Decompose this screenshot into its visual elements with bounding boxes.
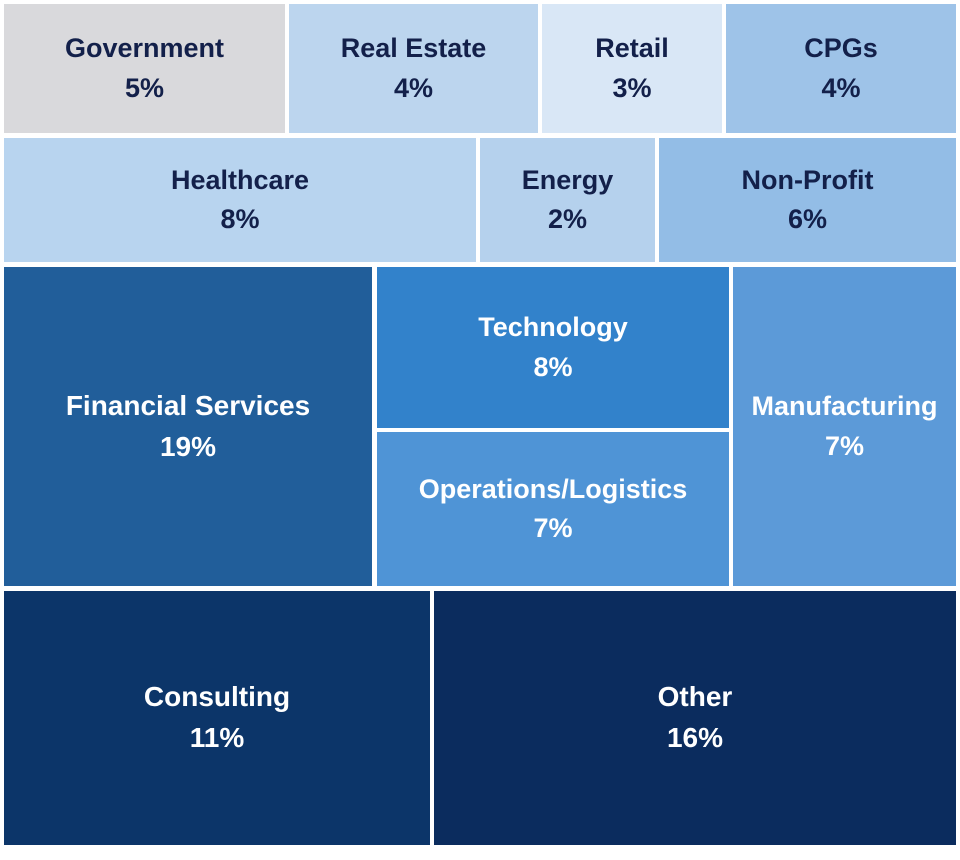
treemap-tile-financial-services: Financial Services 19% — [4, 267, 372, 586]
tile-label: Government — [64, 33, 225, 64]
treemap-tile-non-profit: Non-Profit 6% — [659, 138, 956, 262]
treemap-tile-other: Other 16% — [434, 591, 956, 845]
tile-label: CPGs — [804, 33, 878, 64]
tile-label: Operations/Logistics — [418, 473, 688, 504]
tile-value: 7% — [533, 513, 573, 543]
treemap-tile-government: Government 5% — [4, 4, 285, 133]
tile-label: Other — [657, 681, 733, 713]
tile-value: 4% — [393, 72, 434, 103]
tile-label: Technology — [478, 312, 628, 343]
treemap-tile-technology: Technology 8% — [377, 267, 729, 428]
tile-label: Non-Profit — [741, 164, 874, 195]
treemap-tile-real-estate: Real Estate 4% — [289, 4, 538, 133]
tile-label: Retail — [595, 33, 669, 64]
tile-value: 8% — [220, 204, 260, 234]
tile-value: 16% — [666, 722, 724, 753]
tile-value: 19% — [159, 430, 217, 462]
tile-value: 8% — [533, 351, 573, 382]
tile-value: 2% — [547, 204, 588, 234]
treemap-tile-retail: Retail 3% — [542, 4, 722, 133]
tile-value: 7% — [824, 430, 865, 461]
treemap-tile-healthcare: Healthcare 8% — [4, 138, 476, 262]
tile-value: 3% — [612, 72, 652, 103]
tile-value: 5% — [124, 72, 165, 103]
tile-value: 6% — [787, 204, 828, 234]
tile-value: 4% — [821, 72, 861, 103]
tile-label: Manufacturing — [751, 391, 938, 422]
treemap-tile-energy: Energy 2% — [480, 138, 655, 262]
tile-value: 11% — [189, 722, 245, 753]
tile-label: Financial Services — [65, 389, 311, 421]
treemap-tile-consulting: Consulting 11% — [4, 591, 430, 845]
treemap-tile-cpgs: CPGs 4% — [726, 4, 956, 133]
tile-label: Consulting — [143, 681, 291, 713]
tile-label: Energy — [521, 164, 614, 195]
treemap-tile-operations-logistics: Operations/Logistics 7% — [377, 432, 729, 586]
treemap-tile-manufacturing: Manufacturing 7% — [733, 267, 956, 586]
tile-label: Real Estate — [340, 33, 487, 64]
tile-label: Healthcare — [170, 164, 310, 195]
